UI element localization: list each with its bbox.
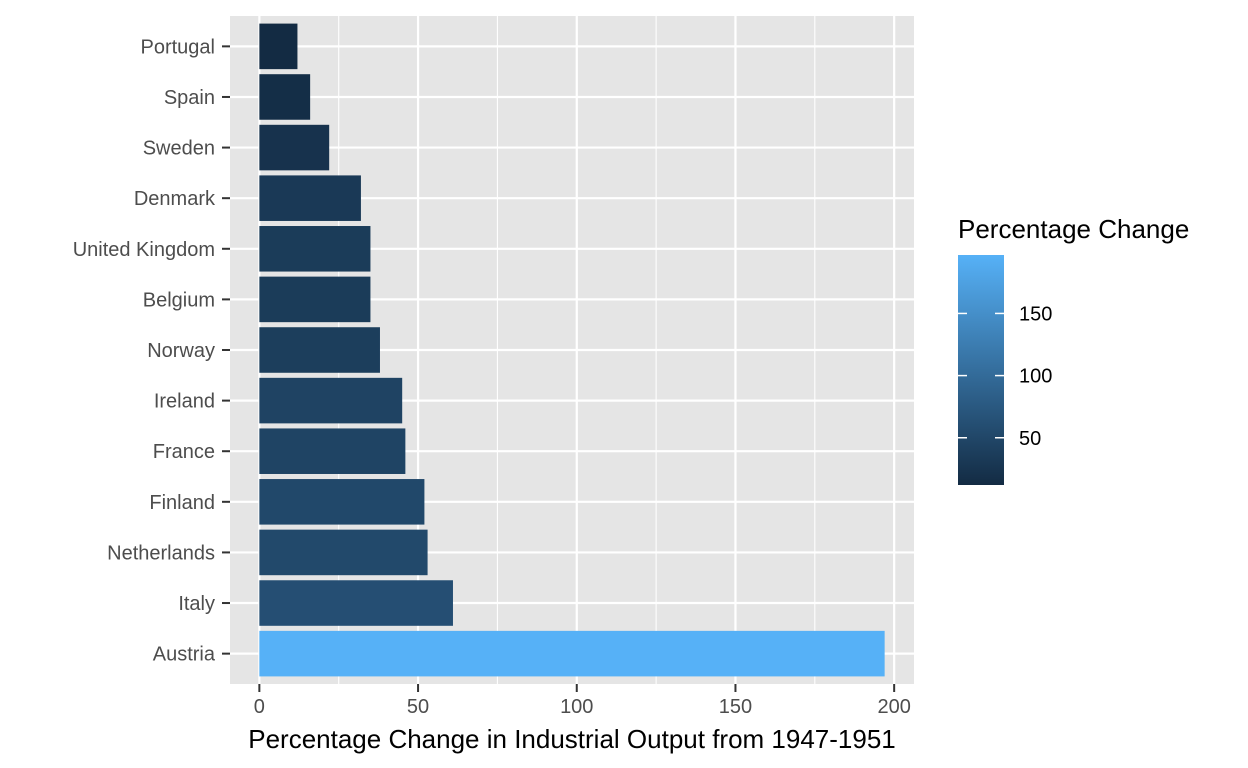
y-tick-label: Spain [164,87,215,109]
bar [259,175,361,221]
y-tick-label: Norway [147,340,215,362]
legend-title: Percentage Change [958,214,1189,244]
bar [259,529,428,576]
y-tick-label: Belgium [143,289,215,311]
bar [259,377,403,424]
legend-tick-label: 50 [1019,428,1041,450]
x-tick-label: 200 [877,696,910,718]
y-tick-label: Ireland [154,391,215,413]
bar [259,74,311,120]
y-tick-label: Netherlands [107,542,215,564]
bar [259,580,453,626]
y-tick-label: Italy [178,593,215,615]
bars [259,23,885,677]
bar [259,327,380,373]
bar [259,276,371,323]
legend-ticks: 50 100 150 [958,303,1052,450]
x-tick-label: 50 [407,696,429,718]
y-axis: Austria Italy Netherlands Finland France Irel… [73,36,230,666]
legend-tick-label: 100 [1019,366,1052,388]
legend: Percentage Change 50 100 150 [958,214,1189,485]
bar [259,226,371,272]
y-tick-label: France [153,441,215,463]
bar [259,479,425,525]
x-axis: 0 50 100 150 200 [254,684,911,718]
bar [259,630,885,677]
legend-colorbar [958,255,1004,485]
x-tick-label: 100 [560,696,593,718]
y-tick-label: Austria [153,644,216,666]
bar [259,23,298,70]
y-tick-label: Finland [149,492,215,514]
bar [259,124,330,171]
y-tick-label: Denmark [134,188,216,210]
y-tick-label: Portugal [141,36,216,58]
y-tick-label: Sweden [143,138,215,160]
y-tick-label: United Kingdom [73,239,215,261]
bar [259,428,406,474]
x-tick-label: 0 [254,696,265,718]
x-tick-label: 150 [719,696,752,718]
legend-tick-label: 150 [1019,303,1052,325]
x-axis-title: Percentage Change in Industrial Output f… [248,724,896,754]
